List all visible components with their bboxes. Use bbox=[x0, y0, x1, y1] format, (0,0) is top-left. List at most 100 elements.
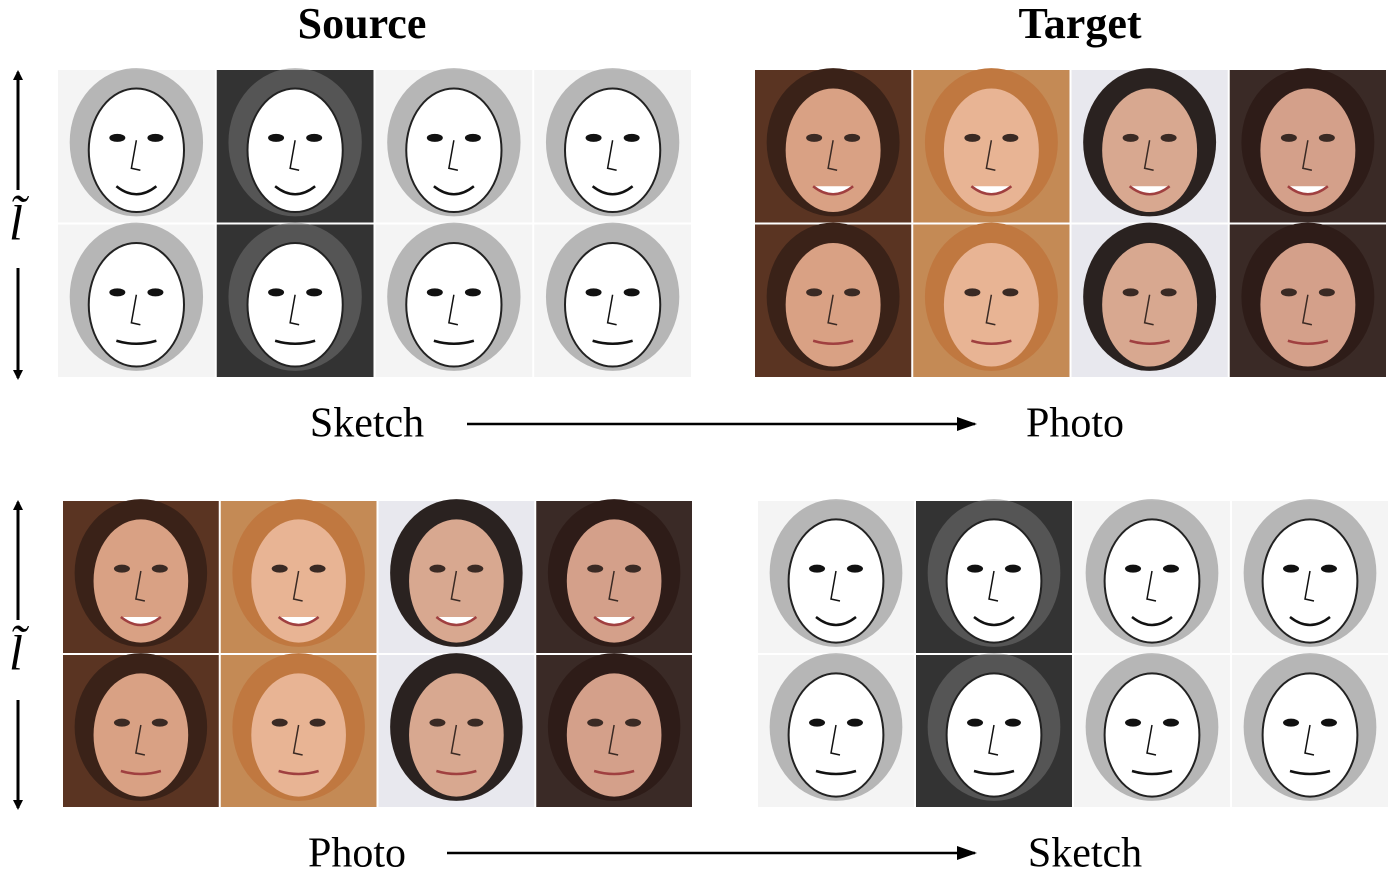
target-title: Target bbox=[1018, 0, 1141, 48]
eye bbox=[109, 133, 126, 142]
face bbox=[787, 672, 885, 798]
eye bbox=[967, 564, 984, 573]
face-image bbox=[1232, 499, 1388, 653]
nose bbox=[608, 724, 619, 756]
eye bbox=[464, 288, 481, 297]
mouth bbox=[433, 339, 475, 345]
from-domain: Photo bbox=[308, 831, 406, 877]
eye bbox=[467, 718, 484, 727]
face-image bbox=[216, 68, 374, 223]
face bbox=[409, 519, 504, 643]
face bbox=[405, 241, 503, 368]
eye bbox=[1125, 718, 1142, 727]
eye bbox=[464, 133, 481, 142]
mouth bbox=[970, 185, 1013, 196]
eye bbox=[964, 133, 981, 142]
face-image bbox=[758, 653, 914, 807]
face-image bbox=[1074, 653, 1230, 807]
face-image bbox=[63, 653, 219, 807]
latent-label: l̃ bbox=[9, 624, 29, 680]
nose bbox=[988, 570, 999, 602]
face bbox=[1103, 672, 1201, 798]
mouth bbox=[1287, 339, 1329, 345]
face bbox=[564, 241, 662, 368]
nose bbox=[606, 294, 617, 326]
face-image bbox=[755, 222, 912, 377]
eye bbox=[806, 288, 823, 297]
mouth bbox=[812, 339, 854, 345]
eye bbox=[585, 288, 602, 297]
eye bbox=[1283, 718, 1300, 727]
nose bbox=[1302, 140, 1313, 171]
face bbox=[93, 673, 189, 797]
nose bbox=[1304, 570, 1315, 602]
mouth bbox=[436, 769, 477, 776]
nose bbox=[135, 724, 146, 756]
eye bbox=[1280, 133, 1297, 142]
eye bbox=[309, 718, 326, 727]
face bbox=[251, 519, 346, 643]
mouth bbox=[277, 616, 320, 627]
mouth bbox=[593, 616, 635, 627]
mouth bbox=[812, 185, 854, 196]
eye bbox=[1125, 564, 1142, 573]
nose bbox=[1143, 294, 1154, 326]
face-image bbox=[378, 653, 535, 807]
eye bbox=[268, 288, 285, 297]
eye bbox=[1002, 133, 1019, 142]
mouth bbox=[971, 339, 1012, 345]
eye bbox=[151, 718, 168, 727]
eye bbox=[623, 288, 640, 297]
face-grid bbox=[63, 499, 692, 807]
face bbox=[945, 672, 1043, 798]
eye bbox=[309, 564, 326, 573]
nose bbox=[448, 140, 459, 171]
eye bbox=[1004, 564, 1021, 573]
face bbox=[246, 241, 344, 368]
latent-label: l̃ bbox=[9, 194, 29, 250]
mouth bbox=[592, 339, 633, 345]
face bbox=[943, 242, 1039, 367]
face bbox=[409, 673, 504, 797]
nose bbox=[289, 140, 300, 171]
face bbox=[564, 87, 662, 214]
face-image bbox=[1229, 68, 1386, 223]
mouth bbox=[1289, 616, 1331, 627]
face-image bbox=[536, 653, 692, 807]
eye bbox=[1320, 564, 1337, 573]
face bbox=[943, 88, 1039, 213]
mouth bbox=[1289, 769, 1331, 776]
face-image bbox=[63, 499, 219, 653]
face-image bbox=[534, 68, 691, 223]
from-domain: Sketch bbox=[310, 401, 424, 447]
eye bbox=[113, 564, 130, 573]
face bbox=[785, 242, 881, 367]
eye bbox=[623, 133, 640, 142]
mouth bbox=[435, 616, 478, 627]
face bbox=[405, 87, 503, 214]
nose bbox=[988, 724, 999, 756]
eye bbox=[844, 288, 861, 297]
eye bbox=[151, 564, 168, 573]
face-image bbox=[58, 68, 215, 223]
face-image bbox=[758, 499, 914, 653]
mouth bbox=[973, 616, 1015, 627]
nose bbox=[289, 294, 300, 326]
mouth bbox=[274, 185, 316, 196]
face-image bbox=[216, 222, 374, 377]
eye bbox=[426, 133, 443, 142]
eye bbox=[1160, 288, 1177, 297]
mouth bbox=[1128, 185, 1171, 196]
nose bbox=[130, 140, 141, 171]
eye bbox=[587, 564, 604, 573]
nose bbox=[130, 294, 141, 326]
eye bbox=[1283, 564, 1300, 573]
mouth bbox=[115, 185, 158, 196]
face-image bbox=[913, 222, 1070, 377]
eye bbox=[147, 288, 164, 297]
mouth bbox=[815, 616, 857, 627]
nose bbox=[827, 294, 838, 326]
eye bbox=[625, 718, 642, 727]
eye bbox=[271, 718, 288, 727]
face-image bbox=[1074, 499, 1230, 653]
